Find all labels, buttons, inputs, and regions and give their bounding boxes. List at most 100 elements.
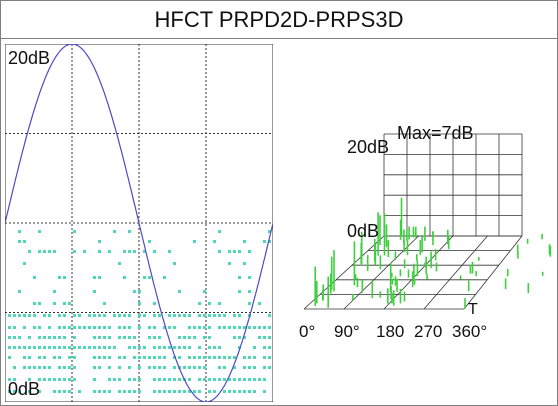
prpd-dot: [188, 346, 191, 349]
prpd-dot: [53, 290, 56, 293]
prpd-dot: [163, 276, 166, 279]
prpd-dot: [263, 356, 266, 359]
prpd-dot: [128, 326, 131, 329]
prpd-dot: [68, 378, 71, 381]
prpd-dot: [253, 378, 256, 381]
prpd-dot: [88, 314, 91, 317]
prpd-dot: [23, 366, 26, 369]
prps-bar: [416, 260, 419, 277]
prpd-dot: [128, 346, 131, 349]
prps-bar: [516, 244, 519, 253]
prpd-dot: [38, 356, 41, 359]
prpd-dot: [208, 346, 211, 349]
prpd-dot: [93, 366, 96, 369]
prps-bar: [379, 291, 381, 298]
prps-bar: [316, 281, 318, 304]
prps-floor-vline: [423, 235, 488, 310]
prps-bar: [352, 294, 354, 301]
prps-bar: [415, 226, 417, 238]
prpd-dot: [163, 366, 166, 369]
prps-bar: [399, 269, 402, 277]
prpd-dot: [208, 314, 211, 317]
prpd-dot: [63, 326, 66, 329]
prpd-dot: [223, 314, 226, 317]
prps-bar: [396, 278, 398, 292]
prpd-dot: [163, 326, 166, 329]
prpd-dot: [123, 356, 126, 359]
prpd-dot: [223, 378, 226, 381]
prpd-dot: [178, 346, 181, 349]
prpd-dot: [58, 390, 61, 393]
prpd-dot: [143, 314, 146, 317]
prpd-dot: [103, 390, 106, 393]
prpd-dot: [243, 262, 246, 265]
prps-bar: [517, 251, 519, 259]
prpd-dot: [13, 336, 16, 339]
prpd-dot: [153, 314, 156, 317]
prpd-dot: [168, 378, 171, 381]
prpd-dot: [58, 366, 61, 369]
prpd-dot: [168, 250, 171, 253]
prpd-dot: [238, 314, 241, 317]
prpd-dot: [248, 302, 251, 305]
prps-bar: [389, 278, 392, 292]
prpd-dot: [93, 276, 96, 279]
prpd-dot: [48, 336, 51, 339]
prpd-dot: [238, 290, 241, 293]
prps-bar: [394, 251, 397, 261]
prps-bar: [541, 233, 543, 240]
prpd-dot: [238, 276, 241, 279]
prpd-dot: [178, 390, 181, 393]
prpd-dot: [143, 356, 146, 359]
prpd-dot: [153, 346, 156, 349]
prpd-dot: [163, 346, 166, 349]
prpd-dot: [48, 314, 51, 317]
prpd-dot: [138, 346, 141, 349]
prpd-dot: [208, 378, 211, 381]
prpd-dot: [53, 250, 56, 253]
prpd-dot: [133, 356, 136, 359]
prps-bar: [399, 219, 402, 240]
prpd-dot: [223, 366, 226, 369]
prps-bar: [371, 281, 374, 299]
prpd-dot: [168, 390, 171, 393]
prpd-dot: [243, 356, 246, 359]
prps-bar: [389, 262, 392, 280]
prps-phase-tick: 270: [414, 322, 442, 341]
prps-bar: [353, 241, 356, 286]
prps-phase-tick: 180: [376, 322, 404, 341]
prpd-dot: [98, 346, 101, 349]
prpd-dot: [38, 378, 41, 381]
prpd-dot: [38, 302, 41, 305]
prpd-dot: [78, 346, 81, 349]
prpd-dot: [48, 366, 51, 369]
prpd-dot: [18, 346, 21, 349]
prpd-dot: [43, 366, 46, 369]
prps-bar: [526, 238, 529, 244]
prpd-dot: [33, 366, 36, 369]
prpd-dot: [238, 378, 241, 381]
prps-bar: [403, 229, 405, 244]
prpd-dot: [58, 326, 61, 329]
prpd-dot: [108, 250, 111, 253]
prpd-dot: [73, 378, 76, 381]
prpd-dot: [268, 356, 271, 359]
prpd-dot: [138, 366, 141, 369]
prpd-dot: [268, 336, 271, 339]
prps-bar: [400, 197, 403, 237]
prps-bar: [464, 298, 466, 309]
prpd-dot: [83, 326, 86, 329]
prpd-dot: [228, 262, 231, 265]
prpd-dot: [108, 336, 111, 339]
prpd-dot: [23, 326, 26, 329]
prps-bar: [424, 226, 426, 241]
prpd-dot: [98, 366, 101, 369]
prpd-dot: [263, 366, 266, 369]
prpd-dot: [218, 378, 221, 381]
prpd-dot: [223, 356, 226, 359]
prps-bar: [504, 278, 507, 290]
prpd-top-label: 20dB: [8, 48, 50, 68]
prpd-dot: [13, 346, 16, 349]
prpd-dot: [243, 378, 246, 381]
prpd-dot: [83, 250, 86, 253]
